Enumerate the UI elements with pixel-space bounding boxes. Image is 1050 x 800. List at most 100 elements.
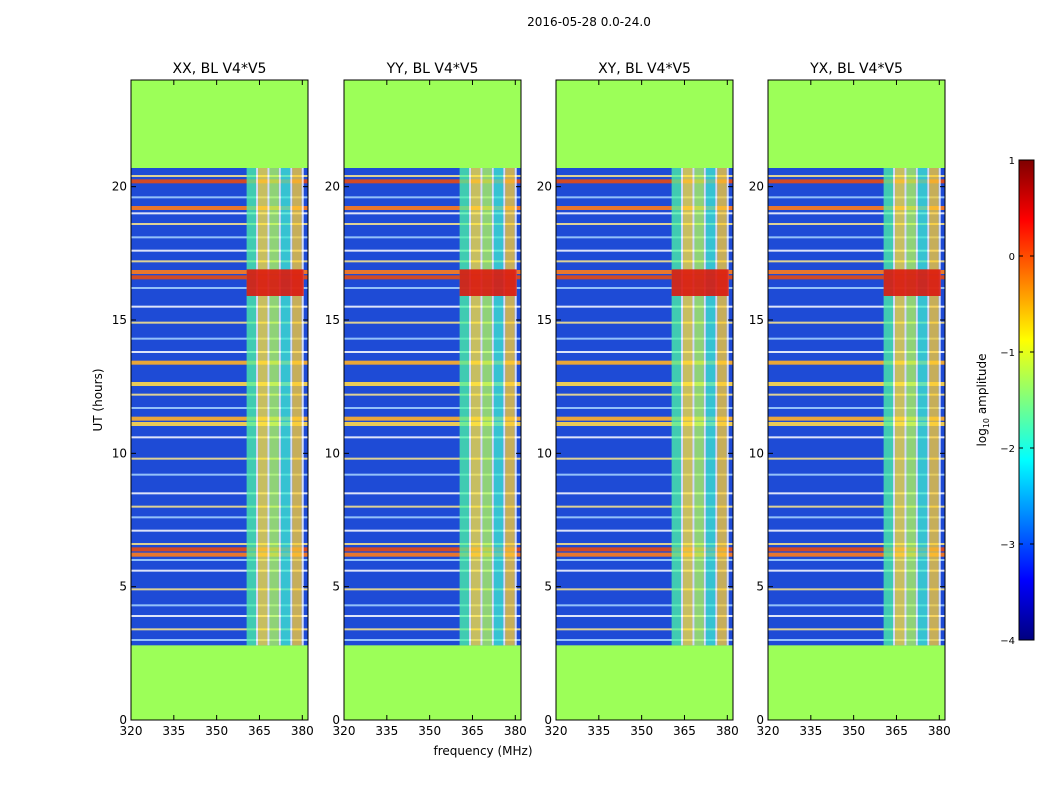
colorbar-scale [1018,159,1035,641]
saturation-patch [883,269,941,296]
flag-line [768,393,945,396]
rfi-band [556,547,733,552]
y-tick-label: 20 [112,180,127,194]
rfi-channel-stripe [471,168,481,646]
panel-title: XY, BL V4*V5 [598,61,691,77]
y-tick-label: 15 [112,313,127,327]
flag-line [131,223,308,225]
rfi-channel-stripe [280,168,291,646]
flag-line [344,236,521,239]
flag-line [344,588,521,591]
rfi-band [131,382,308,386]
flag-line [344,516,521,519]
x-tick-label: 365 [885,724,908,738]
flag-line [344,543,521,545]
flag-line [768,305,945,308]
rfi-band [768,382,945,386]
flag-line [556,639,733,641]
flag-line [768,492,945,495]
flag-line [768,529,945,532]
flag-line [556,212,733,215]
colorbar-tick-label: −1 [1000,348,1015,359]
flag-line [344,492,521,495]
colorbar: 1 0 −1 −2 −3 −4 [1000,156,1035,647]
flag-line [556,321,733,324]
panel-2: YY, BL V4*V5 320 335 350 365 380 0 5 10 15 20 [325,61,527,738]
rfi-band [131,547,308,552]
flag-line [131,260,308,263]
rfi-channel-stripe [895,168,905,646]
flag-line [344,351,521,353]
panel-4: YX, BL V4*V5 320 335 350 365 380 0 5 10 15 20 [749,61,951,738]
flag-line [556,516,733,519]
flag-line [344,569,521,572]
rfi-band [344,206,521,210]
flag-line [131,393,308,396]
flag-line [556,569,733,572]
x-tick-label: 335 [799,724,822,738]
flag-line [768,516,945,519]
flag-line [556,249,733,252]
suptitle: 2016-05-28 0.0-24.0 [527,15,651,29]
y-tick-label: 10 [112,446,127,460]
flag-line [131,559,308,561]
flag-line [344,175,521,177]
rfi-band [344,360,521,365]
rfi-channel-stripe [482,168,492,646]
rfi-channel-stripe [705,168,716,646]
axes-frame [555,79,734,721]
flag-line [768,559,945,561]
flag-line [131,516,308,519]
rfi-channel-stripe [906,168,916,646]
flag-line [768,175,945,177]
rfi-band [131,422,308,426]
flag-line [768,473,945,476]
rfi-band [344,416,521,421]
channel-gap [503,168,506,646]
channel-gap [301,168,304,646]
y-tick-label: 20 [749,180,764,194]
x-tick-label: 320 [120,724,143,738]
x-tick-label: 320 [757,724,780,738]
x-tick-label: 350 [842,724,865,738]
rfi-band [131,360,308,365]
flag-line [768,337,945,340]
rfi-band [131,179,308,184]
axes-frame [767,79,946,721]
flag-line [768,628,945,631]
rfi-band [556,382,733,386]
flag-line [556,529,733,532]
channel-gap [904,168,907,646]
flag-line [344,393,521,396]
flag-line [131,543,308,545]
flag-line [768,351,945,353]
y-tick-label: 0 [332,713,340,727]
rfi-channel-stripe [883,168,894,646]
channel-gap [681,168,684,646]
flag-line [556,287,733,289]
x-tick-label: 365 [461,724,484,738]
flag-line [344,436,521,439]
flag-line [131,337,308,340]
flag-line [556,393,733,396]
flag-line [768,436,945,439]
y-tick-label: 20 [325,180,340,194]
flag-line [131,407,308,409]
channel-gap [491,168,494,646]
flag-line [768,196,945,199]
flag-line [768,249,945,252]
y-tick-label: 10 [325,446,340,460]
x-tick-label: 350 [205,724,228,738]
flag-line [768,588,945,591]
flag-line [556,351,733,353]
rfi-channel-stripe [917,168,928,646]
channel-gap [278,168,281,646]
flag-line [344,559,521,561]
flag-line [131,473,308,476]
rfi-channel-stripe [717,168,727,646]
flag-line [768,287,945,289]
y-tick-label: 10 [537,446,552,460]
flag-line [131,249,308,252]
flag-line [768,615,945,617]
